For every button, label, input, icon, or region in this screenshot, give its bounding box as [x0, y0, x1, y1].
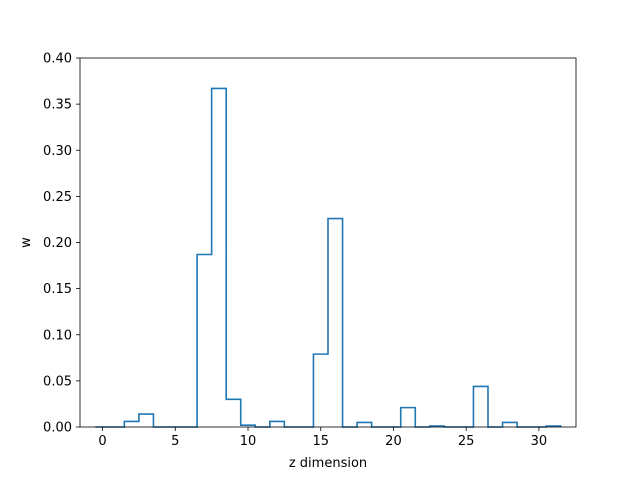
y-axis-label: w — [19, 237, 34, 248]
y-tick-label: 0.05 — [43, 374, 72, 389]
y-tick-label: 0.20 — [43, 236, 72, 251]
x-tick-label: 20 — [385, 434, 402, 449]
y-tick-label: 0.35 — [43, 98, 72, 113]
y-tick-label: 0.40 — [43, 52, 72, 67]
y-tick-label: 0.00 — [43, 421, 72, 436]
histogram-step-line — [95, 87, 562, 428]
x-tick-label: 25 — [458, 434, 475, 449]
x-axis: 0 5 10 15 20 25 30 — [98, 427, 547, 449]
y-axis: 0.00 0.05 0.10 0.15 0.20 0.25 0.30 0.35 0.40 — [43, 52, 80, 436]
x-axis-label: z dimension — [289, 456, 367, 471]
y-tick-label: 0.30 — [43, 144, 72, 159]
plot-area — [95, 87, 562, 428]
y-tick-label: 0.15 — [43, 282, 72, 297]
x-tick-label: 15 — [312, 434, 329, 449]
x-tick-label: 0 — [98, 434, 106, 449]
x-tick-label: 5 — [171, 434, 179, 449]
axes-frame — [79, 57, 577, 428]
y-tick-label: 0.25 — [43, 190, 72, 205]
x-tick-label: 10 — [240, 434, 257, 449]
x-tick-label: 30 — [531, 434, 548, 449]
y-tick-label: 0.10 — [43, 328, 72, 343]
